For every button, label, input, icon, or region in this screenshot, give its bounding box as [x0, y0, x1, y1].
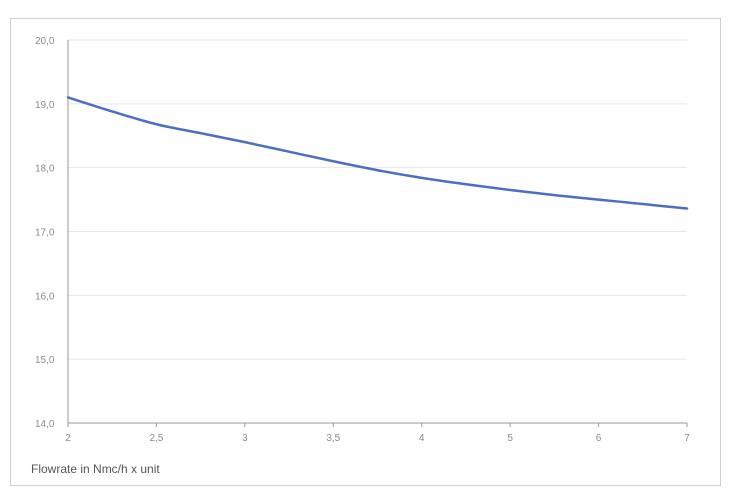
grid-lines: [67, 39, 687, 424]
y-tick-label: 19,0: [35, 100, 55, 111]
x-tick-label: 5: [507, 433, 513, 444]
x-axis-title: Flowrate in Nmc/h x unit: [31, 462, 160, 476]
y-tick-label: 14,0: [35, 419, 55, 430]
x-tick-label: 2: [65, 433, 71, 444]
y-tick-label: 15,0: [35, 355, 55, 366]
x-tick-label: 3: [242, 433, 248, 444]
x-tick-label: 6: [596, 433, 602, 444]
x-tick-label: 4: [419, 433, 425, 444]
x-tick-label: 3,5: [326, 433, 340, 444]
y-tick-label: 16,0: [35, 291, 55, 302]
y-axis-ticks: 20,0 19,0 18,0 17,0 16,0 15,0 14,0: [35, 36, 55, 430]
y-tick-label: 17,0: [35, 228, 55, 239]
y-tick-label: 20,0: [35, 36, 55, 47]
x-tick-label: 2,5: [149, 433, 163, 444]
series-line: [66, 96, 689, 210]
y-tick-label: 18,0: [35, 164, 55, 175]
chart-frame: [10, 18, 721, 486]
x-tick-label: 7: [684, 433, 690, 444]
series-group: [66, 96, 689, 210]
x-axis-ticks: 2 2,5 3 3,5 4 5 6 7: [65, 423, 690, 444]
